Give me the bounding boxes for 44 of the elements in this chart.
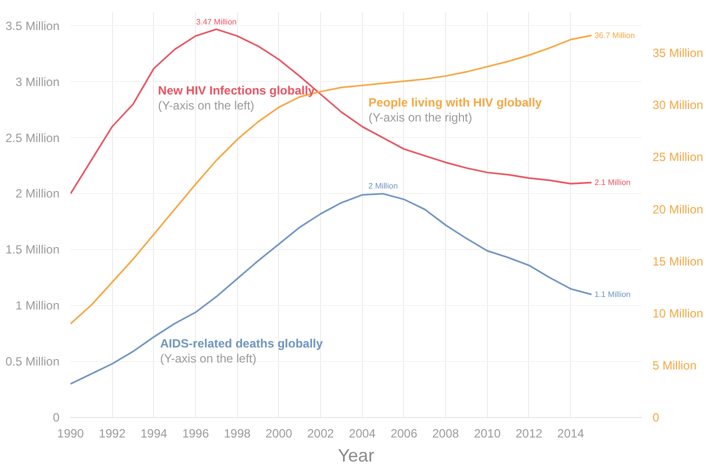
- y2-tick-label: 10 Million: [652, 306, 704, 320]
- data-label: 1.1 Million: [594, 290, 630, 299]
- x-tick-label: 2012: [516, 426, 543, 440]
- x-tick-label: 1998: [224, 426, 251, 440]
- y-tick-label: 1.5 Million: [5, 242, 60, 257]
- x-tick-label: 2014: [557, 426, 584, 440]
- line-series: [70, 34, 592, 325]
- x-tick-label: 2000: [266, 426, 293, 440]
- annotation: (Y-axis on the left): [158, 98, 254, 113]
- x-tick-label: 1990: [57, 426, 84, 440]
- x-tick-label: 2010: [474, 426, 501, 440]
- series-label: People living with HIV globally: [368, 96, 542, 110]
- y-tick-label: 1 Million: [15, 298, 60, 313]
- x-tick-label: 2002: [307, 426, 334, 440]
- series-label: AIDS-related deaths globally: [160, 336, 324, 351]
- y-tick-label: 3 Million: [15, 74, 60, 89]
- annotation: (Y-axis on the right): [368, 110, 472, 125]
- y-tick-label: 0: [52, 410, 60, 424]
- data-label: 2 Million: [368, 182, 398, 191]
- y2-tick-label: 15 Million: [652, 254, 704, 268]
- annotation: (Y-axis on the left): [160, 352, 256, 366]
- series-label: New HIV Infections globally: [158, 84, 316, 98]
- y2-tick-label: 30 Million: [652, 98, 704, 112]
- y2-tick-label: 20 Million: [652, 202, 704, 216]
- x-tick-label: 2004: [348, 426, 376, 440]
- y-tick-label: 3.5 Million: [5, 18, 60, 33]
- line-series: [70, 192, 592, 385]
- x-tick-label: 1996: [182, 426, 210, 440]
- line-series: [70, 28, 592, 195]
- y-tick-label: 0.5 Million: [5, 354, 60, 369]
- y-tick-label: 2 Million: [15, 186, 60, 201]
- x-axis-title: Year: [338, 446, 374, 466]
- data-label: 2.1 Million: [594, 178, 630, 188]
- x-tick-label: 1992: [98, 426, 126, 440]
- y2-tick-label: 35 Million: [652, 46, 704, 60]
- data-label: 36.7 Million: [594, 30, 635, 40]
- data-label: 3.47 Million: [196, 17, 237, 26]
- x-tick-label: 2006: [390, 426, 418, 440]
- y2-tick-label: 25 Million: [652, 150, 704, 164]
- x-tick-label: 1994: [140, 426, 168, 440]
- x-tick-label: 2008: [432, 426, 460, 440]
- y2-tick-label: 5 Million: [652, 358, 697, 372]
- y2-tick-label: 0: [652, 410, 660, 424]
- y-tick-label: 2.5 Million: [5, 130, 60, 145]
